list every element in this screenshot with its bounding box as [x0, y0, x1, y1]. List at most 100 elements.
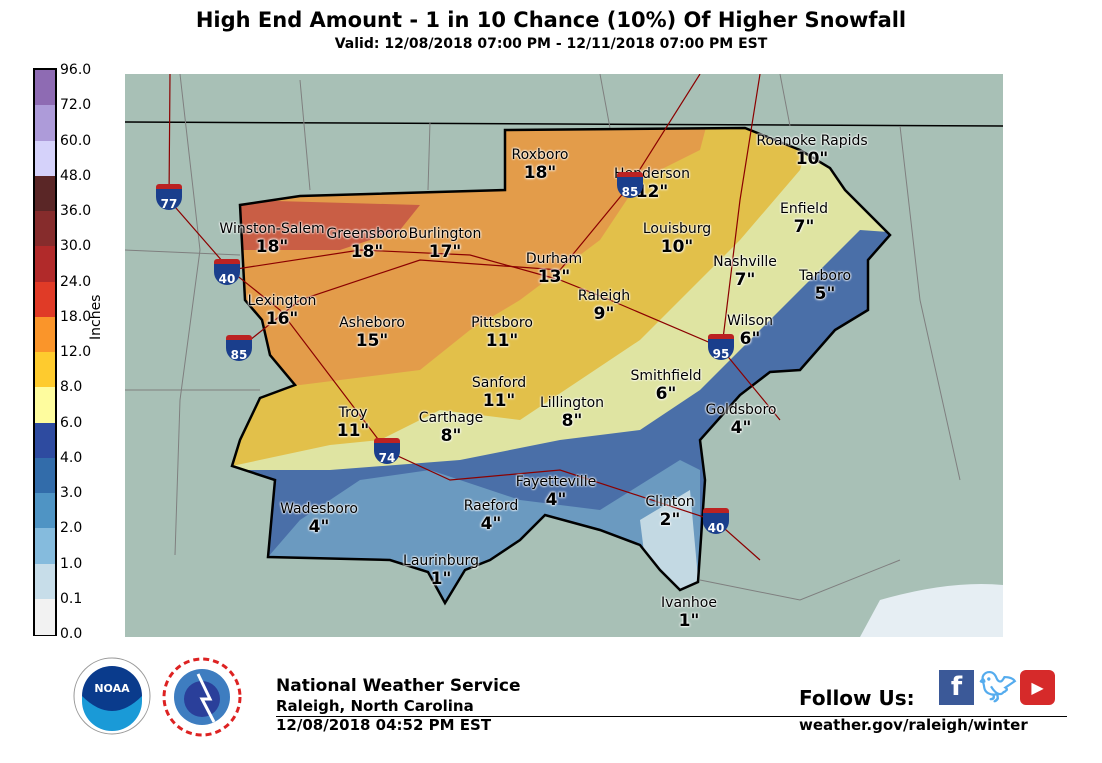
legend-swatch	[35, 598, 55, 635]
interstate-shield-icon: 85	[617, 172, 643, 199]
legend-swatch	[35, 175, 55, 212]
legend-tick: 30.0	[60, 238, 92, 255]
snow-amount: 9"	[593, 304, 615, 324]
city-name: Clinton	[645, 494, 695, 510]
city-name: Lexington	[247, 293, 317, 309]
city-label: Greensboro 18"	[326, 225, 407, 261]
city-label: Pittsboro 11"	[471, 314, 533, 350]
city-label: Durham 13"	[526, 250, 582, 286]
footer-url[interactable]: weather.gov/raleigh/winter	[799, 716, 1028, 734]
snow-amount: 4"	[308, 517, 330, 537]
snow-amount: 4"	[730, 418, 752, 438]
city-label: Roxboro 18"	[512, 146, 569, 182]
city-label: Nashville 7"	[713, 253, 777, 289]
city-label: Carthage 8"	[419, 409, 484, 445]
ocean	[860, 584, 1003, 637]
legend-tick: 60.0	[60, 132, 92, 149]
snow-amount: 11"	[482, 391, 516, 411]
city-name: Fayetteville	[515, 474, 597, 490]
youtube-icon[interactable]: ▶	[1020, 670, 1055, 705]
valid-period: Valid: 12/08/2018 07:00 PM - 12/11/2018 …	[334, 36, 768, 52]
snow-amount: 6"	[739, 329, 761, 349]
city-name: Smithfield	[630, 368, 702, 384]
legend-swatch	[35, 457, 55, 494]
legend-swatch	[35, 211, 55, 247]
snow-amount: 18"	[523, 163, 557, 183]
city-label: Sanford 11"	[472, 374, 526, 410]
legend-unit-label: Inches	[88, 294, 104, 340]
city-name: Asheboro	[339, 315, 405, 331]
city-name: Carthage	[418, 410, 484, 426]
legend-tick: 12.0	[60, 344, 92, 360]
city-label: Enfield 7"	[780, 200, 828, 236]
city-name: Ivanhoe	[661, 595, 717, 611]
city-label: Wadesboro 4"	[280, 500, 358, 536]
interstate-shield-icon: 74	[374, 438, 400, 465]
svg-text:NOAA: NOAA	[94, 682, 130, 695]
color-legend	[33, 68, 57, 636]
interstate-shield-icon: 40	[703, 508, 729, 535]
legend-tick: 1.0	[60, 555, 83, 572]
snow-amount: 7"	[793, 217, 815, 237]
forecast-area-outline	[230, 126, 892, 606]
city-label: Asheboro 15"	[339, 314, 405, 350]
legend-tick: 96.0	[60, 62, 92, 78]
snow-amount: 4"	[480, 514, 502, 534]
city-label: Goldsboro 4"	[706, 401, 777, 437]
snow-amount: 10"	[660, 237, 694, 257]
snow-amount: 13"	[537, 267, 571, 287]
snow-amount: 16"	[265, 309, 299, 329]
twitter-icon[interactable]: 🐦︎	[979, 670, 1018, 705]
city-label: Raleigh 9"	[578, 287, 630, 323]
follow-us-label: Follow Us:	[799, 686, 915, 710]
snow-amount: 18"	[255, 237, 289, 257]
legend-tick: 0.1	[60, 590, 83, 607]
county-lines	[125, 74, 961, 601]
city-name: Winston-Salem	[219, 221, 325, 237]
city-label: Raeford 4"	[464, 497, 519, 533]
legend-tick: 18.0	[60, 308, 92, 325]
snow-amount: 15"	[355, 331, 389, 351]
snow-amount: 1"	[430, 569, 452, 589]
legend-swatch	[35, 316, 55, 353]
city-label: Tarboro 5"	[799, 267, 851, 303]
snow-amount: 2"	[659, 510, 681, 530]
city-label: Fayetteville 4"	[516, 473, 596, 509]
city-name: Wadesboro	[280, 501, 358, 517]
city-name: Raleigh	[577, 288, 631, 304]
snow-amount: 10"	[795, 149, 829, 169]
snow-amount: 8"	[561, 411, 583, 431]
city-label: Wilson 6"	[727, 312, 773, 348]
legend-tick: 4.0	[60, 449, 83, 466]
legend-tick: 0.0	[60, 626, 83, 642]
city-name: Wilson	[726, 313, 774, 329]
city-name: Durham	[525, 251, 583, 267]
city-name: Pittsboro	[471, 315, 533, 331]
snow-amount: 17"	[428, 242, 462, 262]
legend-swatch	[35, 563, 55, 600]
city-label: Louisburg 10"	[643, 220, 711, 256]
legend-tick: 2.0	[60, 520, 83, 537]
snow-amount: 11"	[336, 421, 370, 441]
legend-swatch	[35, 528, 55, 564]
legend-swatch	[35, 246, 55, 282]
city-label: Lexington 16"	[248, 292, 317, 328]
legend-tick: 72.0	[60, 97, 92, 114]
city-name: Roanoke Rapids	[756, 133, 868, 149]
legend-swatch	[35, 105, 55, 141]
city-name: Nashville	[713, 254, 777, 270]
legend-tick: 24.0	[60, 273, 92, 290]
snow-amount: 4"	[545, 490, 567, 510]
footer-office: Raleigh, North Carolina	[276, 697, 474, 715]
city-name: Troy	[338, 405, 368, 421]
city-label: Winston-Salem 18"	[219, 220, 324, 256]
snow-amount: 8"	[440, 426, 462, 446]
legend-tick: 6.0	[60, 414, 83, 431]
interstate-shield-icon: 85	[226, 335, 252, 362]
snow-amount: 6"	[655, 384, 677, 404]
legend-swatch	[35, 281, 55, 318]
city-name: Enfield	[780, 201, 828, 217]
snow-amount: 12"	[635, 182, 669, 202]
facebook-icon[interactable]: f	[939, 670, 974, 705]
